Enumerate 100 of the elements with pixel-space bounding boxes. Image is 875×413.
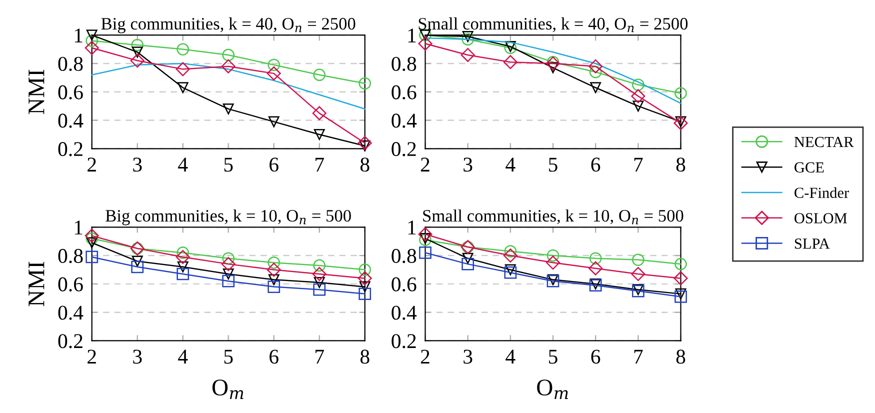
y-tick-label: 0.6 — [58, 277, 83, 292]
y-tick-label: 0.8 — [58, 56, 83, 72]
y-tick-label: 0.4 — [58, 114, 84, 128]
legend-label: GCE — [794, 162, 824, 173]
x-tick-label: 8 — [676, 350, 686, 364]
y-tick-label: 0.4 — [392, 306, 417, 320]
x-axis-title: O$_{m}$ — [212, 380, 244, 399]
y-tick-label: 0.2 — [392, 142, 416, 156]
point — [462, 252, 474, 264]
point — [503, 248, 518, 263]
point — [460, 48, 475, 62]
legend-label: SLPA — [794, 238, 830, 249]
point — [631, 89, 646, 104]
point — [632, 254, 644, 266]
point — [176, 268, 190, 280]
x-tick-label: 5 — [549, 350, 558, 364]
point — [268, 280, 280, 293]
point — [176, 43, 190, 56]
x-tick-label: 3 — [133, 158, 142, 172]
point — [632, 78, 644, 91]
point — [589, 252, 602, 265]
x-tick-label: 7 — [634, 350, 643, 364]
x-tick-label: 6 — [270, 158, 278, 172]
point — [588, 261, 603, 276]
y-tick-label: 1 — [408, 220, 416, 234]
point — [358, 136, 372, 150]
point — [420, 233, 431, 244]
point — [86, 237, 98, 248]
point — [222, 274, 235, 288]
point — [504, 264, 516, 276]
point — [130, 54, 144, 68]
point — [222, 103, 234, 114]
point — [546, 249, 560, 262]
point — [268, 58, 280, 72]
y-tick-label: 0.4 — [58, 306, 84, 320]
point — [313, 68, 326, 82]
point — [674, 271, 688, 286]
legend-label: C-Finder — [794, 187, 849, 198]
x-tick-label: 2 — [88, 350, 96, 364]
chart-title: Small communities, k = 40, O$_{n}$ = 2500 — [418, 17, 688, 32]
x-tick-label: 8 — [360, 350, 370, 364]
point — [222, 252, 235, 265]
point — [546, 256, 560, 270]
y-tick-label: 0.6 — [58, 85, 83, 100]
y-tick-label: 1 — [74, 28, 82, 42]
chart-title: Big communities, k = 40, O$_{n}$ = 2500 — [101, 17, 356, 34]
point — [177, 82, 188, 94]
point — [674, 290, 687, 303]
point — [221, 257, 236, 272]
x-tick-label: 4 — [178, 350, 188, 364]
y-axis-title: NMI — [28, 262, 44, 306]
x-axis-title: O$_{m}$ — [537, 380, 568, 399]
point — [132, 256, 143, 267]
legend-label: OSLOM — [794, 213, 847, 224]
point — [504, 40, 516, 52]
point — [313, 259, 326, 272]
point — [86, 232, 98, 245]
legend-label: NECTAR — [794, 136, 854, 148]
point — [266, 262, 281, 277]
point — [221, 59, 236, 74]
point — [462, 33, 474, 46]
x-tick-label: 6 — [591, 158, 600, 172]
x-tick-label: 4 — [506, 158, 516, 172]
chart-title: Big communities, k = 10, O$_{n}$ = 500 — [106, 209, 351, 226]
point — [86, 34, 98, 47]
chart-title: Small communities, k = 10, O$_{n}$ = 500 — [423, 209, 684, 224]
x-tick-label: 5 — [549, 158, 558, 172]
point — [590, 278, 602, 290]
point — [462, 258, 474, 270]
x-tick-label: 6 — [270, 350, 278, 364]
point — [674, 116, 688, 130]
x-tick-label: 7 — [634, 158, 643, 172]
point — [358, 264, 372, 276]
x-tick-label: 4 — [178, 158, 188, 172]
y-tick-label: 0.2 — [58, 334, 82, 348]
point — [674, 258, 687, 270]
point — [418, 36, 432, 51]
x-tick-label: 2 — [420, 350, 430, 364]
x-tick-label: 8 — [360, 158, 370, 172]
x-tick-label: 6 — [591, 350, 600, 364]
y-tick-label: 0.8 — [58, 248, 83, 264]
y-axis-title: NMI — [28, 70, 44, 114]
x-tick-label: 3 — [464, 158, 472, 172]
x-tick-label: 5 — [224, 158, 233, 172]
point — [176, 62, 190, 76]
point — [268, 116, 280, 128]
point — [504, 245, 517, 258]
y-tick-label: 0.6 — [392, 277, 416, 292]
point — [358, 288, 372, 300]
point — [631, 266, 646, 282]
point — [419, 246, 432, 259]
point — [358, 77, 372, 90]
point — [84, 228, 99, 243]
y-tick-label: 0.2 — [392, 334, 416, 348]
x-tick-label: 4 — [506, 350, 516, 364]
point — [314, 128, 325, 140]
x-tick-label: 2 — [88, 158, 96, 172]
point — [588, 59, 603, 74]
y-tick-label: 1 — [408, 28, 416, 42]
point — [132, 46, 143, 58]
